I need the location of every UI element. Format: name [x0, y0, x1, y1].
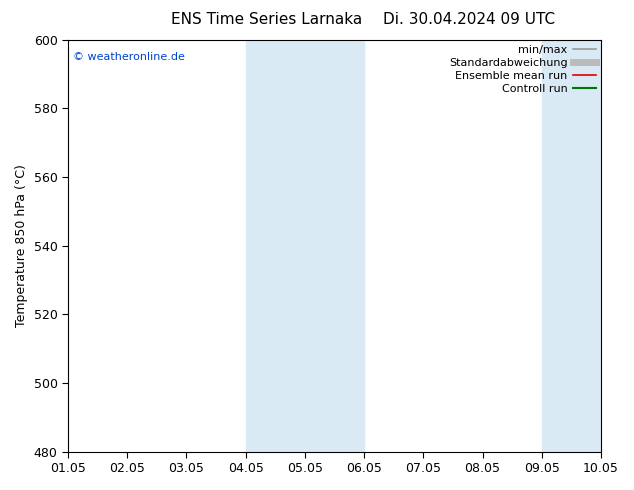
Text: ENS Time Series Larnaka: ENS Time Series Larnaka — [171, 12, 362, 27]
Text: © weatheronline.de: © weatheronline.de — [74, 52, 185, 62]
Bar — [542, 40, 601, 452]
Legend: min/max, Standardabweichung, Ensemble mean run, Controll run: min/max, Standardabweichung, Ensemble me… — [447, 43, 598, 96]
Bar — [245, 40, 305, 452]
Y-axis label: Temperature 850 hPa (°C): Temperature 850 hPa (°C) — [15, 164, 28, 327]
Text: Di. 30.04.2024 09 UTC: Di. 30.04.2024 09 UTC — [383, 12, 555, 27]
Bar — [305, 40, 364, 452]
